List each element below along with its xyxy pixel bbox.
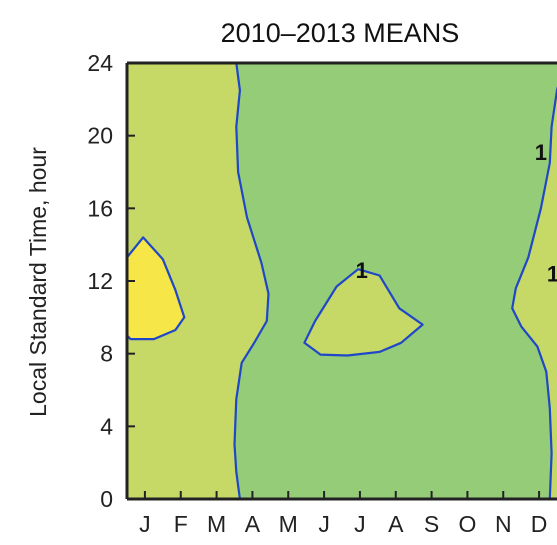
contour-label-2: 1: [535, 140, 547, 165]
x-tick-label-5: M: [279, 511, 298, 537]
y-tick-label-4: 4: [100, 413, 113, 439]
x-tick-label-8: A: [388, 511, 404, 537]
x-tick-label-4: A: [245, 511, 261, 537]
contour-region-mid-3: [303, 268, 424, 357]
y-tick-label-24: 24: [87, 50, 113, 76]
y-tick-label-8: 8: [100, 341, 113, 367]
contour-label-3: 1: [547, 262, 557, 287]
x-tick-label-9: S: [424, 511, 439, 537]
x-tick-label-10: O: [458, 511, 476, 537]
x-tick-label-2: F: [174, 511, 188, 537]
contour-labels: 1 1 1: [356, 140, 557, 287]
contour-regions: [127, 63, 557, 499]
contour-region-mid-2: [511, 85, 557, 499]
x-tick-label-7: J: [354, 511, 366, 537]
y-tick-label-16: 16: [87, 195, 113, 221]
x-tick-label-6: J: [318, 511, 330, 537]
x-tick-label-11: N: [495, 511, 512, 537]
y-tick-label-20: 20: [87, 123, 113, 149]
contour-region-mid-1: [127, 63, 270, 499]
y-tick-label-0: 0: [100, 486, 113, 512]
x-tick-label-1: J: [139, 511, 151, 537]
x-tick-label-12: D: [531, 511, 548, 537]
y-tick-label-12: 12: [87, 268, 113, 294]
contour-region-high-4: [127, 236, 186, 341]
y-axis-label: Local Standard Time, hour: [25, 147, 51, 417]
x-tick-label-3: M: [207, 511, 226, 537]
chart-title: 2010–2013 MEANS: [221, 18, 460, 48]
contour-label-1: 1: [356, 258, 368, 283]
